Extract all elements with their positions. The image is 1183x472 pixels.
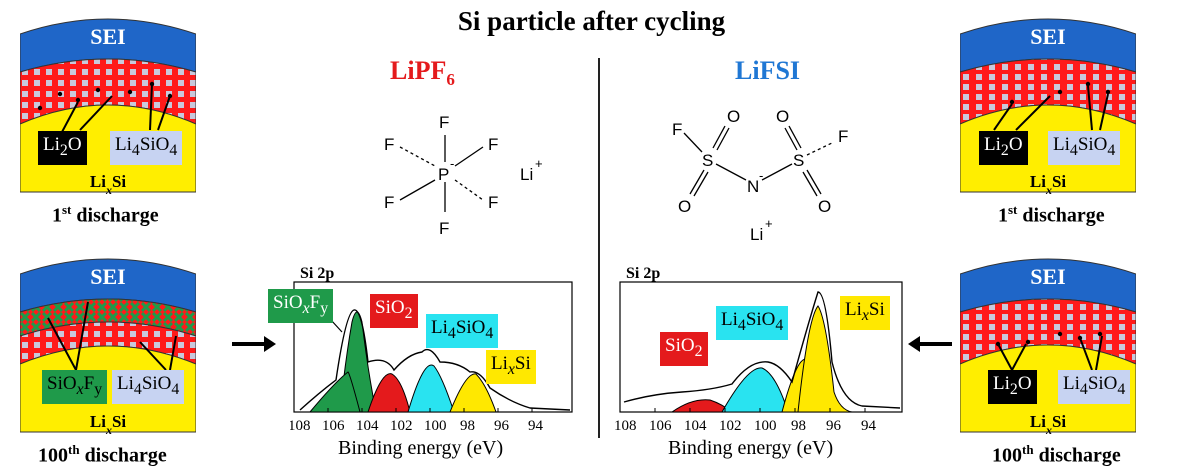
- core-label: LixSi: [90, 412, 127, 437]
- lifsi-label: LiFSI: [735, 56, 801, 85]
- spectrum-title: Si 2p: [300, 265, 334, 282]
- svg-text:94: 94: [528, 418, 544, 434]
- svg-text:98: 98: [791, 418, 806, 434]
- fsi-li-charge: +: [765, 216, 773, 231]
- figure-title: Si particle after cycling: [457, 6, 726, 36]
- pf6-f-ul: F: [384, 135, 394, 154]
- peak-sio2-left: SiO2: [370, 294, 418, 328]
- li4sio4-box-bl: Li4SiO4: [112, 370, 185, 404]
- svg-text:104: 104: [684, 418, 707, 434]
- peak-li4sio4-left: Li4SiO4: [426, 314, 499, 348]
- svg-text:94: 94: [861, 418, 877, 434]
- svg-text:100: 100: [754, 418, 777, 434]
- sei-label: SEI: [90, 24, 125, 49]
- particle-bottom-right: SEI LixSi: [960, 258, 1136, 437]
- siof-box-bl: SiOxFy: [42, 370, 108, 404]
- peak-lixsi-left: LixSi: [486, 350, 536, 384]
- caption-100th-left: 100th discharge: [38, 442, 167, 467]
- peak-siof-left: SiOxFy: [268, 289, 334, 323]
- fsi-o-ll: O: [678, 197, 691, 216]
- particle-top-left: SEI LixSi: [20, 18, 196, 197]
- pf6-charge: -: [450, 156, 454, 171]
- sei-label: SEI: [1030, 24, 1065, 49]
- core-label: LixSi: [1030, 412, 1067, 437]
- pf6-molecule: F F F F F F P - Li +: [384, 113, 543, 238]
- xps-spectrum-left: Si 2p 108 106 104 102 100 98 96 94 Bindi…: [290, 265, 573, 459]
- svg-text:106: 106: [322, 418, 345, 434]
- pf6-p: P: [438, 165, 449, 184]
- core-label: LixSi: [90, 172, 127, 197]
- sei-label: SEI: [90, 264, 125, 289]
- caption-100th-right: 100th discharge: [992, 442, 1121, 467]
- fsi-o-ul: O: [727, 107, 740, 126]
- li2o-box-tr: Li2O: [979, 131, 1028, 165]
- svg-text:96: 96: [494, 418, 510, 434]
- center-divider: [598, 58, 600, 438]
- svg-text:104: 104: [356, 418, 379, 434]
- li2o-box-br: Li2O: [988, 370, 1037, 404]
- lipf6-sub: 6: [446, 70, 455, 90]
- peak-lixsi-right: LixSi: [840, 296, 890, 330]
- fsi-f-right: F: [838, 127, 848, 146]
- li2o-box-tl: Li2O: [38, 131, 87, 165]
- xps-spectrum-right: Si 2p 108 106 104 102 100 98 96 94 Bindi…: [614, 265, 903, 459]
- particle-top-right: SEI LixSi: [960, 18, 1136, 197]
- svg-text:100: 100: [424, 418, 447, 434]
- arrow-right: [232, 336, 276, 352]
- caption-1st-left: 1st discharge: [52, 202, 159, 227]
- fsi-o-lr: O: [818, 197, 831, 216]
- pf6-f-ll: F: [384, 193, 394, 212]
- xlabel: Binding energy (eV): [338, 437, 503, 459]
- lipf6-text: LiPF: [390, 56, 447, 85]
- svg-text:102: 102: [719, 418, 742, 434]
- core-label: LixSi: [1030, 172, 1067, 197]
- peak-li4sio4-right: Li4SiO4: [716, 306, 789, 340]
- li4sio4-box-br: Li4SiO4: [1058, 370, 1131, 404]
- fsi-s-right: S: [793, 151, 804, 170]
- fsi-charge: -: [759, 168, 763, 183]
- pf6-li-charge: +: [535, 156, 543, 171]
- svg-text:98: 98: [460, 418, 475, 434]
- sei-label: SEI: [1030, 264, 1065, 289]
- peak-sio2-right: SiO2: [660, 332, 708, 366]
- spectrum-title: Si 2p: [626, 265, 660, 282]
- pf6-f-ur: F: [488, 135, 498, 154]
- svg-text:108: 108: [290, 418, 311, 434]
- arrow-left: [908, 336, 952, 352]
- fsi-li: Li: [750, 225, 763, 244]
- fsi-molecule: F S O O N - S O O F Li +: [672, 107, 848, 244]
- svg-text:102: 102: [390, 418, 413, 434]
- particle-bottom-left: SEI LixSi: [20, 258, 196, 437]
- pf6-f-lr: F: [488, 193, 498, 212]
- li4sio4-box-tr: Li4SiO4: [1048, 131, 1121, 165]
- fsi-n: N: [747, 177, 759, 196]
- fsi-s-left: S: [702, 151, 713, 170]
- fsi-o-ur: O: [776, 107, 789, 126]
- svg-text:96: 96: [826, 418, 842, 434]
- xlabel: Binding energy (eV): [668, 437, 833, 459]
- caption-1st-right: 1st discharge: [998, 202, 1105, 227]
- svg-text:108: 108: [614, 418, 637, 434]
- fsi-f-left: F: [672, 120, 682, 139]
- pf6-f-top: F: [439, 113, 449, 132]
- li4sio4-box-tl: Li4SiO4: [110, 131, 183, 165]
- pf6-f-bottom: F: [439, 219, 449, 238]
- svg-text:106: 106: [649, 418, 672, 434]
- pf6-li: Li: [520, 165, 533, 184]
- lipf6-label: LiPF6: [390, 56, 455, 90]
